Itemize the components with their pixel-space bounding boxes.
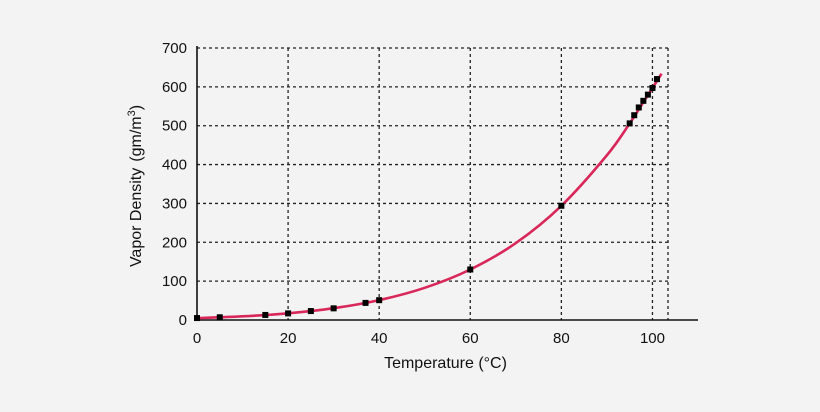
- tick-labels: 0 20 40 60 80 100 0 100 200 300 400 500 600 700: [162, 40, 665, 347]
- data-point: [649, 85, 656, 92]
- data-point: [262, 311, 269, 318]
- data-point: [330, 305, 337, 312]
- data-point: [307, 308, 314, 315]
- x-tick-label-20: 20: [280, 330, 297, 347]
- data-point: [467, 266, 474, 273]
- x-tick-label-60: 60: [462, 330, 479, 347]
- data-point: [640, 97, 647, 104]
- y-tick-label-600: 600: [162, 79, 187, 96]
- y-tick-label-700: 700: [162, 40, 187, 57]
- y-axis-title-unit-exponent: 3: [126, 110, 138, 116]
- data-point: [635, 104, 642, 111]
- data-point: [376, 297, 383, 304]
- data-point: [216, 314, 223, 321]
- grid-lines: [197, 47, 669, 320]
- fitted-curve: [196, 72, 663, 320]
- x-tick-label-80: 80: [553, 330, 570, 347]
- y-tick-label-400: 400: [162, 157, 187, 174]
- y-tick-label-300: 300: [162, 195, 187, 212]
- y-axis-title-unit: (gm/m: [128, 116, 145, 161]
- y-tick-label-200: 200: [162, 234, 187, 251]
- x-axis-title: Temperature (°C): [384, 355, 507, 372]
- data-point: [644, 91, 651, 98]
- y-tick-label-0: 0: [179, 312, 187, 329]
- data-points: [194, 76, 661, 322]
- data-point: [194, 315, 200, 322]
- y-axis-title-unit-close: ): [128, 105, 145, 110]
- data-point: [631, 112, 638, 119]
- x-tick-label-40: 40: [371, 330, 388, 347]
- x-tick-label-0: 0: [193, 330, 201, 347]
- data-point: [362, 299, 369, 306]
- data-point: [626, 120, 633, 127]
- y-tick-label-100: 100: [162, 273, 187, 290]
- y-tick-label-500: 500: [162, 118, 187, 135]
- data-point: [654, 76, 661, 83]
- y-axis-title-main: Vapor Density: [128, 168, 145, 267]
- axes: [196, 46, 698, 321]
- y-axis-title: Vapor Density (gm/m3): [126, 105, 145, 267]
- data-point: [558, 202, 565, 209]
- data-point: [285, 310, 292, 317]
- x-tick-label-100: 100: [640, 330, 665, 347]
